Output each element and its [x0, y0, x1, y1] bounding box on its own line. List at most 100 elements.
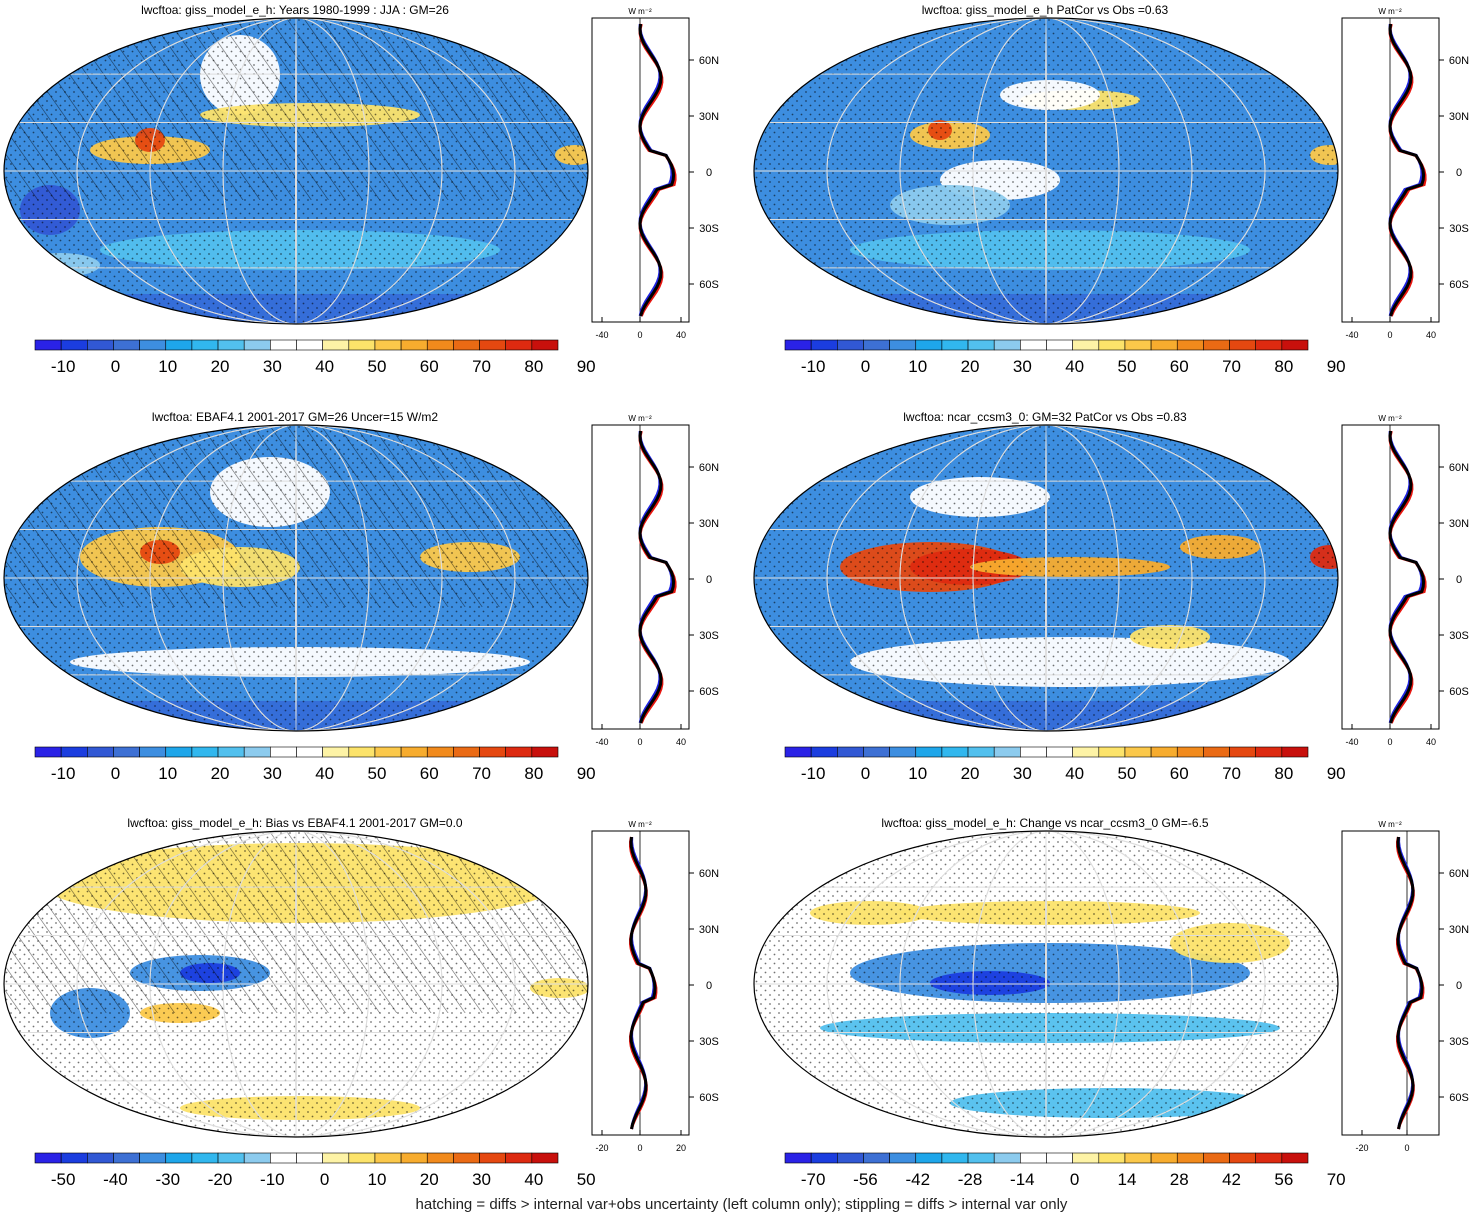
colorbar-swatch: [270, 1152, 297, 1164]
colorbar-swatch: [1020, 339, 1047, 351]
colorbar-label: 80: [1274, 357, 1293, 376]
colorbar-label: 30: [263, 764, 282, 783]
map-outline: [753, 17, 1339, 325]
colorbar-swatch: [217, 1152, 245, 1164]
colorbar-label: 50: [577, 1170, 596, 1189]
longitude-line: [222, 425, 370, 731]
zonal-ytick-label: 30N: [1449, 111, 1469, 123]
zonal-ytick-label: 60S: [699, 279, 719, 291]
colorbar-label: -40: [103, 1170, 128, 1189]
colorbar-swatch: [1255, 339, 1283, 351]
colorbar-swatch: [113, 746, 140, 758]
colorbar-swatch: [1203, 339, 1230, 351]
colorbar-label: 20: [961, 764, 980, 783]
map-field: [754, 425, 1338, 731]
colorbar-swatch: [217, 746, 245, 758]
colorbar-swatch: [139, 746, 167, 758]
colorbar-swatch: [270, 746, 297, 758]
colorbar-swatch: [889, 1152, 917, 1164]
panel-graphics: -10 0 10 20 30 40 50 60 70 80 90 W m⁻² 60N 30N 0 30S 60S…: [3, 414, 719, 783]
colorbar-label: 90: [1327, 357, 1346, 376]
colorbar-swatch: [1150, 1152, 1178, 1164]
colorbar-swatch: [1072, 746, 1100, 758]
zonal-xtick-label: -40: [595, 737, 608, 747]
colorbar-swatch: [348, 746, 376, 758]
zonal-frame: [591, 830, 690, 1136]
colorbar-label: 90: [577, 357, 596, 376]
colorbar-swatch: [426, 1152, 454, 1164]
colorbar-label: -10: [801, 764, 826, 783]
colorbar-swatch: [453, 746, 480, 758]
colorbar-swatch: [941, 339, 969, 351]
colorbar-swatch: [1124, 1152, 1152, 1164]
colorbar-swatch: [993, 746, 1021, 758]
colorbar-swatch: [1098, 746, 1126, 758]
zonal-xtick-label: 0: [637, 737, 642, 747]
longitude-line: [222, 831, 370, 1137]
colorbar-swatch: [784, 1152, 812, 1164]
colorbar-swatch: [296, 746, 323, 758]
panel-title: lwcftoa: ncar_ccsm3_0: GM=32 PatCor vs O…: [903, 410, 1187, 424]
zonal-xtick-label: 40: [676, 737, 686, 747]
zonal-ytick-label: 30S: [1449, 223, 1469, 235]
colorbar-swatch: [348, 1152, 376, 1164]
colorbar-label: -10: [801, 357, 826, 376]
colorbar-swatch: [505, 1152, 533, 1164]
colorbar-label: 70: [472, 357, 491, 376]
zonal-ytick-label: 0: [706, 167, 712, 179]
zonal-ytick-label: 30N: [699, 924, 719, 936]
longitude-line: [972, 18, 1120, 324]
colorbar-label: 0: [111, 357, 120, 376]
colorbar-swatch: [165, 339, 193, 351]
zonal-units: W m⁻²: [628, 7, 652, 16]
zonal-ytick-label: 60S: [1449, 686, 1469, 698]
stipple-overlay: [754, 425, 1338, 731]
colorbar-swatch: [400, 1152, 428, 1164]
colorbar-swatch: [810, 746, 838, 758]
colorbar-label: 70: [1222, 357, 1241, 376]
colorbar-swatch: [1098, 1152, 1126, 1164]
colorbar-swatch: [915, 339, 943, 351]
colorbar-swatch: [1150, 339, 1178, 351]
zonal-xtick-label: 0: [637, 330, 642, 340]
colorbar-swatch: [941, 746, 969, 758]
zonal-xtick-label: 0: [1404, 1143, 1409, 1153]
colorbar-swatch: [243, 1152, 271, 1164]
colorbar-swatch: [270, 339, 297, 351]
colorbar-swatch: [374, 1152, 402, 1164]
colorbar-label: 56: [1274, 1170, 1293, 1189]
map-outline: [753, 424, 1339, 732]
colorbar-swatch: [1124, 746, 1152, 758]
colorbar-swatch: [139, 1152, 167, 1164]
zonal-xtick-label: -20: [1355, 1143, 1368, 1153]
zonal-xtick-label: 0: [1387, 737, 1392, 747]
colorbar-label: 10: [908, 764, 927, 783]
colorbar-swatch: [837, 339, 864, 351]
zonal-xtick-label: -40: [595, 330, 608, 340]
colorbar-swatch: [1098, 339, 1126, 351]
colorbar-label: -20: [208, 1170, 233, 1189]
colorbar-label: 14: [1117, 1170, 1136, 1189]
colorbar-swatch: [810, 1152, 838, 1164]
colorbar-label: 10: [908, 357, 927, 376]
colorbar-label: 20: [211, 357, 230, 376]
colorbar-swatch: [87, 746, 114, 758]
map-field: [4, 831, 588, 1137]
colorbar-swatch: [1176, 339, 1204, 351]
colorbar-swatch: [1046, 1152, 1073, 1164]
zonal-ytick-label: 0: [1456, 167, 1462, 179]
zonal-xtick-label: -40: [1345, 330, 1358, 340]
colorbar-label: 0: [111, 764, 120, 783]
map-field: [754, 18, 1338, 324]
panel-graphics: -50 -40 -30 -20 -10 0 10 20 30 40 50 W m⁻² 60N 30N 0 30…: [3, 820, 719, 1189]
colorbar-label: 50: [367, 764, 386, 783]
map-field: [754, 831, 1338, 1137]
colorbar-label: -42: [905, 1170, 930, 1189]
colorbar-swatch: [837, 1152, 864, 1164]
colorbar-swatch: [1020, 1152, 1047, 1164]
colorbar-label: -70: [801, 1170, 826, 1189]
colorbar-label: 10: [367, 1170, 386, 1189]
longitude-line: [972, 425, 1120, 731]
colorbar-label: 90: [1327, 764, 1346, 783]
colorbar-swatch: [453, 1152, 480, 1164]
